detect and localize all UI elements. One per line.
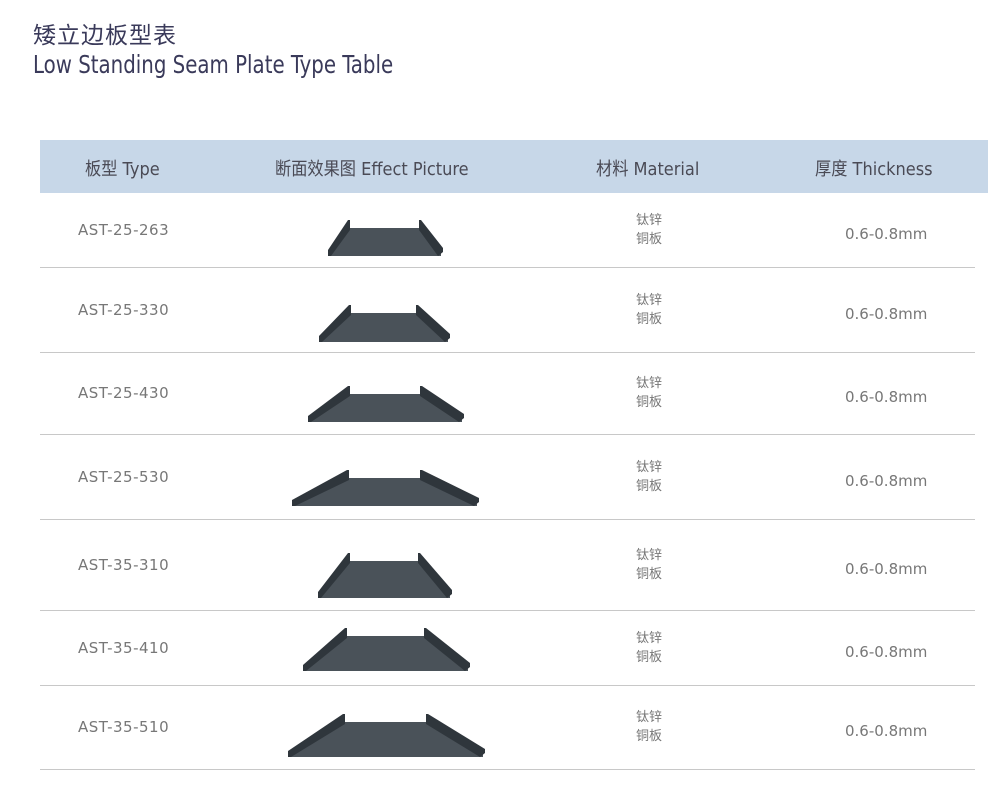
header-effect-picture: 断面效果图 Effect Picture: [275, 159, 469, 180]
material: 钛锌 铜板: [636, 629, 662, 667]
table-row: AST-25-330 钛锌铜板 0.6-0.8mm: [40, 268, 975, 353]
thickness: 0.6-0.8mm: [845, 642, 928, 661]
profile-left-seam: [308, 386, 350, 422]
profile-pan: [328, 228, 441, 256]
profile-pan: [308, 394, 462, 422]
material-line2: 铜板: [636, 566, 663, 582]
header-thickness: 厚度 Thickness: [815, 159, 933, 180]
profile-right-seam: [420, 470, 479, 506]
material-line1: 钛锌: [636, 459, 663, 475]
material-line2: 铜板: [636, 478, 663, 494]
table-row: AST-35-310 钛锌铜板 0.6-0.8mm: [40, 520, 975, 611]
profile-left-seam: [288, 714, 345, 757]
profile-pan: [303, 636, 468, 671]
material-line1: 钛锌: [636, 630, 663, 646]
material: 钛锌 铜板: [636, 211, 662, 249]
table-row: AST-25-430 钛锌铜板 0.6-0.8mm: [40, 353, 975, 435]
header-material: 材料 Material: [596, 159, 700, 180]
material-line2: 铜板: [636, 649, 663, 665]
profile-right-seam: [424, 628, 470, 671]
material-line1: 钛锌: [636, 376, 663, 391]
material-line1: 钛锌: [636, 710, 663, 725]
plate-profile-image: [288, 714, 485, 757]
profile-right-seam: [426, 714, 485, 757]
plate-type: AST-35-310: [78, 555, 170, 574]
profile-right-seam: [420, 386, 464, 422]
table-header: 板型 Type 断面效果图 Effect Picture 材料 Material…: [40, 140, 988, 193]
material: 钛锌 铜板: [636, 708, 662, 746]
plate-type: AST-25-330: [78, 300, 170, 319]
material-line1: 钛锌: [636, 292, 663, 308]
material-line1: 钛锌: [636, 547, 663, 563]
thickness: 0.6-0.8mm: [845, 722, 928, 740]
plate-type: AST-25-263: [78, 220, 170, 239]
plate-type: AST-25-530: [78, 467, 170, 486]
plate-profile-image: [318, 553, 452, 598]
thickness: 0.6-0.8mm: [845, 388, 928, 406]
profile-left-seam: [303, 628, 347, 671]
thickness: 0.6-0.8mm: [845, 304, 928, 323]
profile-left-seam: [292, 470, 349, 506]
thickness: 0.6-0.8mm: [845, 471, 928, 490]
plate-type: AST-35-510: [78, 718, 170, 736]
plate-profile-image: [319, 305, 450, 342]
table-row: AST-35-410 钛锌铜板 0.6-0.8mm: [40, 611, 975, 686]
material: 钛锌 铜板: [636, 291, 662, 329]
material-line2: 铜板: [636, 231, 663, 247]
page-title-en: Low Standing Seam Plate Type Table: [33, 50, 394, 79]
plate-profile-image: [328, 220, 443, 256]
plate-profile-image: [308, 386, 464, 422]
plate-type: AST-35-410: [78, 638, 170, 657]
plate-profile-image: [303, 628, 470, 671]
thickness: 0.6-0.8mm: [845, 224, 928, 243]
profile-left-seam: [318, 553, 350, 598]
table-row: AST-25-530 钛锌铜板 0.6-0.8mm: [40, 435, 975, 520]
profile-right-seam: [419, 220, 443, 256]
profile-right-seam: [418, 553, 452, 598]
profile-right-seam: [416, 305, 450, 342]
material-line2: 铜板: [636, 729, 663, 744]
page-title-cn: 矮立边板型表: [33, 23, 177, 49]
header-type: 板型 Type: [85, 159, 160, 180]
table-row: AST-35-510 钛锌铜板 0.6-0.8mm: [40, 686, 975, 770]
material-line2: 铜板: [636, 395, 663, 410]
thickness: 0.6-0.8mm: [845, 559, 928, 578]
material: 钛锌 铜板: [636, 374, 662, 412]
material-line2: 铜板: [636, 311, 663, 327]
material-line1: 钛锌: [636, 212, 663, 228]
plate-profile-image: [292, 470, 479, 506]
material: 钛锌 铜板: [636, 546, 662, 584]
profile-pan: [288, 722, 483, 757]
material: 钛锌 铜板: [636, 458, 662, 496]
profile-left-seam: [319, 305, 351, 342]
plate-type: AST-25-430: [78, 384, 170, 402]
table-row: AST-25-263 钛锌铜板 0.6-0.8mm: [40, 193, 975, 268]
profile-pan: [318, 561, 450, 598]
profile-pan: [319, 313, 448, 342]
profile-left-seam: [328, 220, 350, 256]
